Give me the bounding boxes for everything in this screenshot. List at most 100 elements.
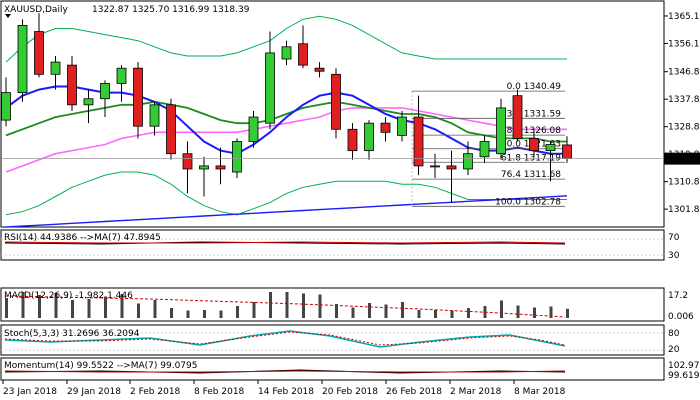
bull-candle — [116, 67, 127, 84]
bull-candle — [100, 83, 110, 100]
price-tick-label: 1310.85 — [668, 178, 700, 188]
macd-histogram-bar — [533, 307, 536, 318]
macd-panel — [0, 287, 665, 322]
macd-histogram-bar — [71, 300, 74, 318]
fib-level-label: 0.0 1340.49 — [507, 82, 562, 92]
bear-candle — [380, 122, 391, 133]
bear-candle — [446, 165, 457, 170]
chart-triangle-icon — [5, 14, 11, 18]
macd-histogram-bar — [5, 298, 8, 318]
ma-slow-line — [5, 107, 567, 173]
fib-level-label: 76.4 1311.68 — [501, 170, 561, 180]
macd-histogram-bar — [236, 306, 239, 318]
macd-histogram-bar — [417, 310, 421, 318]
bear-candle — [182, 153, 193, 170]
macd-histogram-bar — [401, 302, 404, 318]
fib-level-label: 23.6 1331.59 — [501, 109, 561, 119]
momentum-label: Momentum(14) 99.5522 -->MA(7) 99.0795 — [4, 361, 197, 371]
bear-candle — [529, 138, 539, 152]
ma-mid-line — [5, 100, 567, 143]
momentum-tick-bottom: 99.6195 — [668, 371, 700, 381]
bear-candle — [67, 64, 77, 106]
bull-candle — [397, 116, 407, 136]
macd-histogram-bar — [566, 308, 569, 318]
macd-histogram-bar — [384, 304, 388, 318]
date-tick-label: 20 Feb 2018 — [322, 387, 378, 397]
momentum-line — [4, 369, 566, 374]
ohlc-label: 1322.87 1325.70 1316.99 1318.39 — [92, 5, 250, 15]
macd-histogram-bar — [500, 300, 503, 318]
fib-level-label: 100.0 1302.78 — [495, 197, 561, 207]
bear-candle — [166, 104, 176, 155]
last-price-tag — [664, 152, 700, 165]
bollinger-lower-line — [5, 171, 567, 216]
stoch-main-line — [4, 330, 566, 348]
macd-histogram-bar — [137, 303, 140, 318]
bull-candle — [17, 25, 28, 94]
momentum-panel — [0, 357, 665, 381]
bear-candle — [562, 144, 572, 160]
bull-candle — [248, 116, 259, 142]
bull-candle — [463, 153, 473, 170]
price-axis: 1365.10 1356.10 1346.85 1337.85 1328.85 1319.… — [664, 12, 700, 215]
macd-histogram-bar — [351, 307, 355, 318]
macd-histogram-bar — [120, 294, 124, 318]
macd-tick-top: 17.2 — [668, 291, 688, 301]
macd-histogram-bar — [516, 305, 520, 318]
macd-histogram-bar — [434, 310, 437, 318]
bear-candle — [34, 31, 44, 75]
stoch-tick-80: 80 — [668, 329, 680, 339]
last-price-text: 1318.39 — [667, 155, 700, 165]
momentum-lines — [4, 369, 566, 374]
bull-candle — [281, 46, 292, 60]
macd-histogram-bar — [269, 292, 272, 318]
macd-histogram-bar — [368, 303, 371, 318]
rsi-tick-30: 30 — [668, 251, 680, 261]
macd-histogram-bar — [285, 292, 289, 318]
stoch-lines — [1, 330, 664, 351]
bollinger-bands — [5, 15, 567, 216]
price-tick-label: 1319.85 — [668, 150, 700, 160]
macd-histogram-bar — [186, 310, 190, 318]
bull-candle — [1, 92, 11, 121]
bull-candle — [479, 141, 490, 158]
bollinger-upper-line — [5, 15, 567, 63]
trend-line — [5, 195, 568, 228]
macd-histogram-bar — [219, 310, 223, 318]
bull-candle — [149, 104, 160, 127]
price-tick-label: 1301.85 — [668, 205, 700, 215]
macd-histogram-bar — [450, 310, 454, 318]
date-axis: 23 Jan 2018 29 Jan 2018 2 Feb 2018 8 Feb 20… — [2, 380, 566, 397]
macd-histogram-bar — [87, 299, 91, 318]
macd-histogram-bar — [252, 302, 256, 318]
price-tick-label: 1328.85 — [668, 123, 700, 133]
bull-candle — [265, 52, 275, 124]
candlesticks: 1318.39 — [1, 13, 700, 203]
rsi-tick-70: 70 — [668, 233, 680, 243]
bear-candle — [512, 95, 523, 139]
price-tick-label: 1346.85 — [668, 68, 700, 78]
macd-label: MACD(12,26,9) -1.982 1.446 — [4, 291, 133, 301]
bear-candle — [298, 43, 308, 66]
fib-level-label: 38.2 1326.08 — [501, 126, 561, 136]
macd-histogram-bar — [302, 293, 305, 318]
bull-candle — [545, 144, 556, 152]
date-tick-label: 8 Feb 2018 — [194, 387, 245, 397]
bull-candle — [199, 165, 209, 170]
rsi-ma-line — [4, 241, 566, 244]
macd-tick-zero: 0.006 — [668, 312, 694, 322]
price-tick-label: 1365.10 — [668, 12, 700, 22]
bull-candle — [232, 141, 242, 173]
date-tick-label: 2 Feb 2018 — [130, 387, 181, 397]
bear-candle — [413, 116, 424, 167]
macd-histogram-bar — [203, 310, 206, 318]
macd-histogram-bar — [21, 292, 25, 318]
bear-candle — [331, 73, 341, 130]
macd-histogram-bar — [38, 295, 41, 318]
date-tick-label: 14 Feb 2018 — [258, 387, 314, 397]
stoch-signal-line — [4, 331, 566, 346]
bull-candle — [83, 98, 94, 106]
bear-candle — [314, 67, 325, 72]
bull-candle — [50, 61, 61, 75]
price-tick-label: 1356.10 — [668, 39, 700, 49]
